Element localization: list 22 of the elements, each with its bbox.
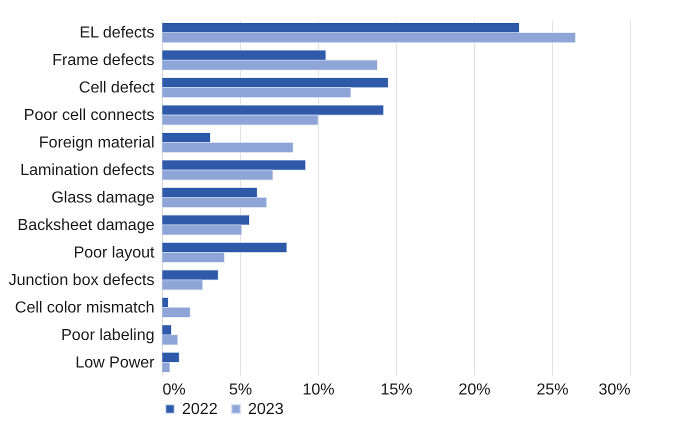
y-tick-label: Poor labeling <box>61 326 154 344</box>
y-tick-label: Frame defects <box>52 52 154 70</box>
x-tick-label: 10% <box>302 382 335 398</box>
y-tick-label: Poor layout <box>74 244 156 262</box>
y-tick-label: Low Power <box>75 354 156 372</box>
x-tick-label: 30% <box>598 382 630 398</box>
x-tick-label: 5% <box>228 382 252 398</box>
legend-label: 2022 <box>182 401 218 418</box>
y-tick-label: Cell color mismatch <box>14 299 154 316</box>
y-tick-label: EL defects <box>79 24 154 42</box>
y-tick-label: Lamination defects <box>20 162 154 180</box>
y-tick-label: Poor cell connects <box>24 107 154 124</box>
y-tick-label: Backsheet damage <box>18 216 155 234</box>
x-tick-label: 0% <box>162 382 186 398</box>
y-tick-label: Cell defect <box>78 80 156 97</box>
y-tick-label: Junction box defects <box>8 272 154 289</box>
x-tick-label: 20% <box>458 382 491 398</box>
y-tick-label: Foreign material <box>38 134 154 152</box>
y-tick-label: Glass damage <box>51 190 155 206</box>
x-tick-label: 25% <box>536 382 569 398</box>
x-tick-label: 15% <box>380 382 413 398</box>
legend-label: 2023 <box>248 401 284 418</box>
